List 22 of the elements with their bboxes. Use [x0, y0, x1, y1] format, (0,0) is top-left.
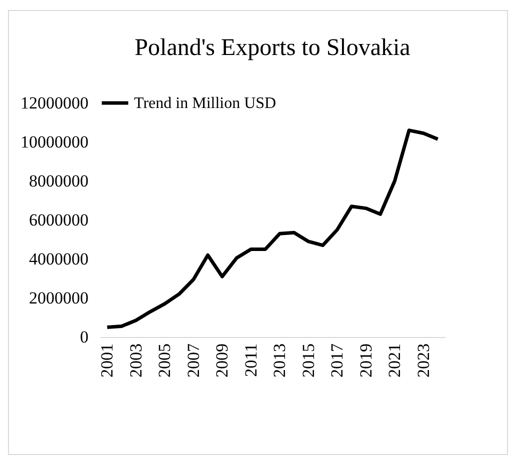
y-tick-label: 8000000 [29, 172, 88, 190]
y-tick-label: 2000000 [29, 288, 88, 308]
x-tick-label: 2019 [356, 344, 376, 378]
y-tick-label: 10000000 [20, 132, 88, 152]
x-tick-label: 2017 [328, 343, 347, 378]
y-tick-label: 0 [80, 328, 88, 346]
x-tick-label: 2015 [298, 344, 318, 378]
x-tick-label: 2009 [212, 344, 232, 378]
chart-title: Poland's Exports to Slovakia [134, 35, 411, 61]
legend-label: Trend in Million USD [134, 95, 276, 112]
x-tick-label: 2007 [184, 343, 203, 378]
x-tick-label: 2011 [241, 344, 260, 377]
x-tick-label: 2021 [385, 344, 404, 378]
y-tick-label: 4000000 [29, 250, 88, 268]
line-series [105, 128, 440, 329]
x-tick-label: 2005 [155, 344, 174, 378]
y-tick-label: 12000000 [20, 94, 88, 112]
y-tick-label: 6000000 [29, 210, 88, 230]
x-tick-label: 2023 [414, 344, 433, 378]
x-tick-label: 2001 [98, 344, 117, 378]
x-tick-label: 2003 [126, 344, 146, 378]
x-tick-label: 2013 [270, 344, 290, 378]
